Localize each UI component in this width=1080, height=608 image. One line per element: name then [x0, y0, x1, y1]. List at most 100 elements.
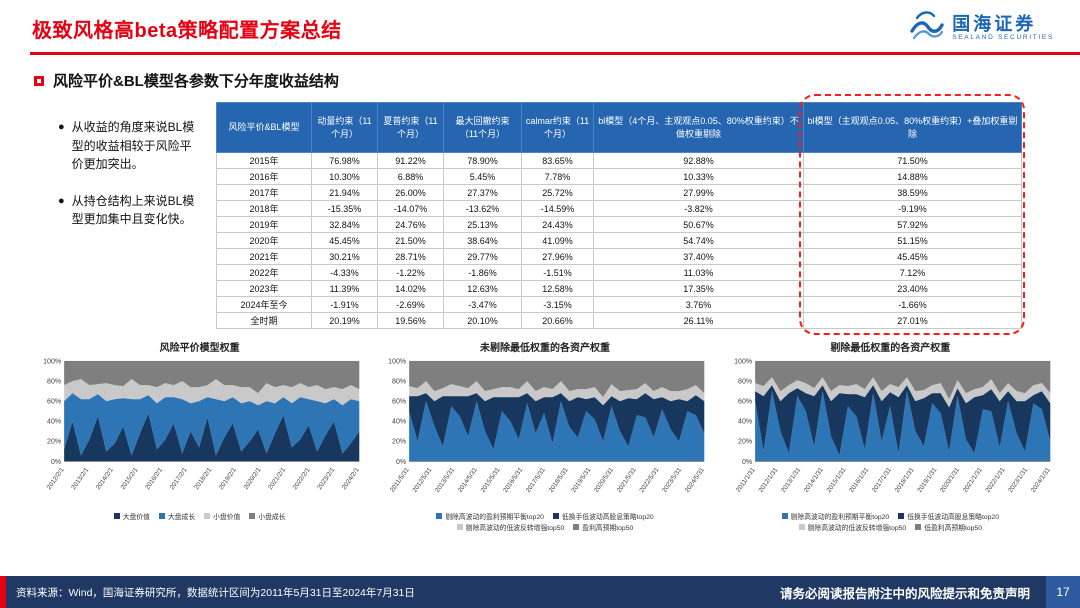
table-row: 2016年 10.30% 6.88% 5.45% 7.78% 10.33% 14.88%	[216, 168, 1022, 185]
svg-text:40%: 40%	[738, 419, 752, 426]
row-label: 2015年	[216, 152, 312, 169]
table-cell: 11.03%	[593, 264, 804, 281]
bullet-text: 从收益的角度来说BL模型的收益相较于风险平价更加突出。	[71, 120, 195, 172]
table-cell: 5.45%	[443, 168, 522, 185]
table-cell: -13.62%	[443, 200, 522, 217]
logo-text: 国海证券 SEALAND SECURITIES	[952, 13, 1054, 42]
section-heading: 风险平价&BL模型各参数下分年度收益结构	[34, 70, 1080, 91]
chart-title: 剔除最低权重的各资产权重	[830, 343, 951, 354]
legend-swatch-icon	[158, 512, 165, 519]
bullet-dot-icon: ●	[58, 194, 65, 207]
table-cell: -2.69%	[377, 296, 444, 313]
svg-text:2016/1/31: 2016/1/31	[848, 466, 870, 494]
svg-text:2017/2/1: 2017/2/1	[169, 466, 189, 491]
table-cell: -1.51%	[521, 264, 594, 281]
stacked-area-chart: 0% 20% 40% 60% 80% 100% 2011/5/31 2012/5/31 2013…	[379, 355, 710, 510]
table-cell: -3.47%	[443, 296, 522, 313]
svg-text:2016/5/31: 2016/5/31	[503, 466, 525, 494]
table-cell: -14.59%	[521, 200, 594, 217]
chart-title: 风险平价模型权重	[159, 343, 240, 354]
svg-text:2021/2/1: 2021/2/1	[267, 466, 287, 491]
table-cell: 37.40%	[593, 248, 804, 265]
svg-text:60%: 60%	[392, 399, 406, 406]
legend-label: 剔除高波动的盈利预期平衡top20	[445, 513, 544, 521]
legend-label: 盈利高预期top50	[582, 524, 634, 532]
svg-text:80%: 80%	[392, 379, 406, 386]
table-cell: 11.39%	[311, 280, 378, 297]
svg-text:2012/5/31: 2012/5/31	[412, 466, 434, 494]
svg-text:100%: 100%	[734, 358, 752, 365]
table-cell: 38.59%	[803, 184, 1022, 201]
content-row: ● 从收益的角度来说BL模型的收益相较于风险平价更加突出。 ● 从持仓结构上来说…	[0, 94, 1080, 335]
table-cell: -1.86%	[443, 264, 522, 281]
svg-text:2012/2/1: 2012/2/1	[46, 466, 66, 491]
table-row: 2023年 11.39% 14.02% 12.63% 12.58% 17.35% 23.40…	[216, 280, 1022, 297]
svg-text:60%: 60%	[47, 399, 61, 406]
table-cell: 27.99%	[593, 184, 804, 201]
svg-text:2023/5/31: 2023/5/31	[661, 466, 683, 494]
table-cell: 17.35%	[593, 280, 804, 297]
svg-text:2018/1/31: 2018/1/31	[893, 466, 915, 494]
table-cell: -14.07%	[377, 200, 444, 217]
svg-text:2011/1/31: 2011/1/31	[735, 466, 757, 493]
table-column-header: 夏普约束（11个月）	[377, 102, 444, 153]
table-cell: 38.64%	[443, 232, 522, 249]
legend-item: 剔除高波动的低波反转增强top50	[798, 522, 906, 532]
table-cell: 26.11%	[593, 312, 804, 329]
svg-text:2019/2/1: 2019/2/1	[218, 466, 238, 491]
logo-name-cn: 国海证券	[952, 13, 1037, 34]
footer-source: 资料来源：Wind，国海证券研究所，数据统计区间为2011年5月31日至2024…	[16, 586, 415, 599]
table-row: 2018年 -15.35% -14.07% -13.62% -14.59% -3.82% -…	[216, 200, 1022, 217]
svg-text:2020/5/31: 2020/5/31	[593, 466, 615, 494]
sealand-logo-icon	[909, 10, 945, 47]
svg-text:2015/2/1: 2015/2/1	[120, 466, 140, 491]
row-label: 2024年至今	[216, 296, 312, 313]
svg-text:2014/1/31: 2014/1/31	[802, 466, 824, 494]
table-cell: 10.33%	[593, 168, 804, 185]
table-cell: -3.82%	[593, 200, 804, 217]
chart-svg: 0% 20% 40% 60% 80% 100% 2011/5/31 2012/5/31 2013…	[388, 358, 706, 494]
table-cell: 29.77%	[443, 248, 522, 265]
chart-svg: 0% 20% 40% 60% 80% 100% 2011/1/31 2012/1/31 2013…	[734, 358, 1052, 494]
legend-label: 剔除高波动的盈利预期平衡top20	[790, 513, 890, 521]
svg-text:2021/5/31: 2021/5/31	[616, 466, 638, 494]
svg-text:100%: 100%	[388, 358, 406, 365]
table-cell: 45.45%	[311, 232, 378, 249]
table-cell: 54.74%	[593, 232, 804, 249]
table-row: 2019年 32.84% 24.76% 25.13% 24.43% 50.67% 57.92…	[216, 216, 1022, 233]
page-number: 17	[1046, 576, 1080, 608]
legend-swatch-icon	[573, 523, 580, 530]
table-cell: 21.94%	[311, 184, 378, 201]
table-cell: 50.67%	[593, 216, 804, 233]
table-cell: 14.02%	[377, 280, 444, 297]
table-cell: 20.19%	[311, 312, 378, 329]
table-row: 2022年 -4.33% -1.22% -1.86% -1.51% 11.03% 7.12%	[216, 264, 1022, 281]
svg-text:2024/5/31: 2024/5/31	[684, 466, 706, 494]
table-cell: 83.65%	[521, 152, 594, 169]
legend-swatch-icon	[798, 523, 805, 530]
table-cell: 7.12%	[803, 264, 1022, 281]
row-label: 2021年	[216, 248, 312, 265]
legend-swatch-icon	[456, 523, 463, 530]
section-bullet-icon	[34, 75, 44, 86]
legend-label: 小盘价值	[213, 513, 241, 521]
svg-text:2017/1/31: 2017/1/31	[871, 466, 893, 494]
bullet-dot-icon: ●	[58, 121, 65, 133]
svg-text:2022/2/1: 2022/2/1	[292, 466, 312, 491]
svg-text:40%: 40%	[47, 419, 61, 426]
table-cell: -15.35%	[311, 200, 378, 217]
svg-text:0%: 0%	[396, 459, 406, 466]
svg-text:2022/1/31: 2022/1/31	[984, 466, 1006, 494]
legend-item: 低换手低波动高股息策略top20	[898, 511, 999, 521]
table-cell: 20.10%	[443, 312, 522, 329]
svg-text:2024/2/1: 2024/2/1	[341, 466, 361, 491]
table-cell: 57.92%	[803, 216, 1022, 233]
svg-text:2019/1/31: 2019/1/31	[916, 466, 938, 494]
svg-text:2023/1/31: 2023/1/31	[1007, 466, 1029, 494]
row-label: 2016年	[216, 168, 312, 185]
legend-item: 大盘价值	[113, 511, 150, 521]
table-cell: 91.22%	[377, 152, 444, 169]
table-cell: 32.84%	[311, 216, 378, 233]
footer-disclaimer: 请务必阅读报告附注中的风险提示和免责声明	[779, 586, 1030, 601]
logo-name-en: SEALAND SECURITIES	[952, 34, 1054, 42]
